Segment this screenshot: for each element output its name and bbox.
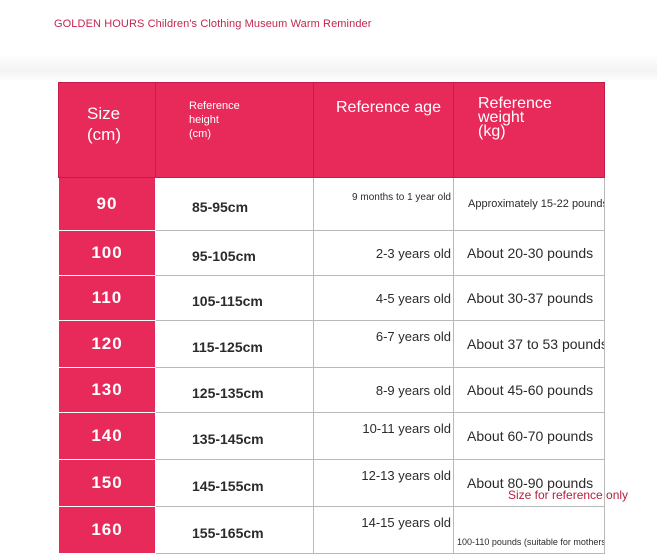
table-row: 160 155-165cm 14-15 years old 100-110 po… — [58, 506, 605, 554]
size-cell: 90 — [58, 177, 156, 231]
height-cell: 105-115cm — [155, 275, 314, 321]
table-row: 140 135-145cm 10-11 years old About 60-7… — [58, 412, 605, 460]
age-cell: 8-9 years old — [313, 367, 454, 413]
table-row: 130 125-135cm 8-9 years old About 45-60 … — [58, 367, 605, 413]
height-cell: 155-165cm — [155, 506, 314, 554]
table-row: 100 95-105cm 2-3 years old About 20-30 p… — [58, 230, 605, 276]
header-height-line3: (cm) — [189, 128, 211, 140]
size-chart-table: Size (cm) Reference height (cm) Referenc… — [58, 82, 605, 554]
weight-cell: About 37 to 53 pounds — [453, 320, 605, 368]
height-cell: 125-135cm — [155, 367, 314, 413]
table-row: 90 85-95cm 9 months to 1 year old Approx… — [58, 177, 605, 231]
table-header-row: Size (cm) Reference height (cm) Referenc… — [58, 82, 605, 178]
height-cell: 115-125cm — [155, 320, 314, 368]
height-cell: 135-145cm — [155, 412, 314, 460]
weight-cell: 100-110 pounds (suitable for mothers) — [453, 506, 605, 554]
header-weight-line3: (kg) — [478, 123, 506, 140]
reference-disclaimer: Size for reference only — [508, 488, 629, 502]
header-reference-age: Reference age — [313, 82, 454, 178]
weight-cell: About 80-90 pounds — [453, 459, 605, 507]
age-cell: 9 months to 1 year old — [313, 177, 454, 231]
weight-cell: Approximately 15-22 pounds — [453, 177, 605, 231]
header-size-line1: Size — [87, 104, 121, 123]
weight-cell: About 30-37 pounds — [453, 275, 605, 321]
header-weight-line2: weight — [478, 109, 525, 126]
header-reference-height: Reference height (cm) — [155, 82, 314, 178]
size-cell: 110 — [58, 275, 156, 321]
header-size: Size (cm) — [58, 82, 156, 178]
age-cell: 14-15 years old — [313, 506, 454, 554]
table-row: 120 115-125cm 6-7 years old About 37 to … — [58, 320, 605, 368]
header-size-line2: (cm) — [87, 125, 121, 144]
size-cell: 160 — [58, 506, 156, 554]
age-cell: 12-13 years old — [313, 459, 454, 507]
header-height-line2: height — [189, 114, 219, 126]
height-cell: 85-95cm — [155, 177, 314, 231]
size-cell: 150 — [58, 459, 156, 507]
height-cell: 145-155cm — [155, 459, 314, 507]
size-cell: 120 — [58, 320, 156, 368]
age-cell: 6-7 years old — [313, 320, 454, 368]
age-cell: 2-3 years old — [313, 230, 454, 276]
weight-cell: About 45-60 pounds — [453, 367, 605, 413]
table-row: 110 105-115cm 4-5 years old About 30-37 … — [58, 275, 605, 321]
weight-cell: About 60-70 pounds — [453, 412, 605, 460]
header-reference-weight: Reference weight (kg) — [453, 82, 605, 178]
header-weight-line1: Reference — [478, 95, 552, 112]
weight-cell: About 20-30 pounds — [453, 230, 605, 276]
reminder-title: GOLDEN HOURS Children's Clothing Museum … — [54, 18, 372, 30]
age-cell: 4-5 years old — [313, 275, 454, 321]
table-row: 150 145-155cm 12-13 years old About 80-9… — [58, 459, 605, 507]
decorative-shadow-band — [0, 54, 657, 82]
age-cell: 10-11 years old — [313, 412, 454, 460]
height-cell: 95-105cm — [155, 230, 314, 276]
size-cell: 140 — [58, 412, 156, 460]
size-cell: 100 — [58, 230, 156, 276]
size-cell: 130 — [58, 367, 156, 413]
header-height-line1: Reference — [189, 100, 240, 112]
